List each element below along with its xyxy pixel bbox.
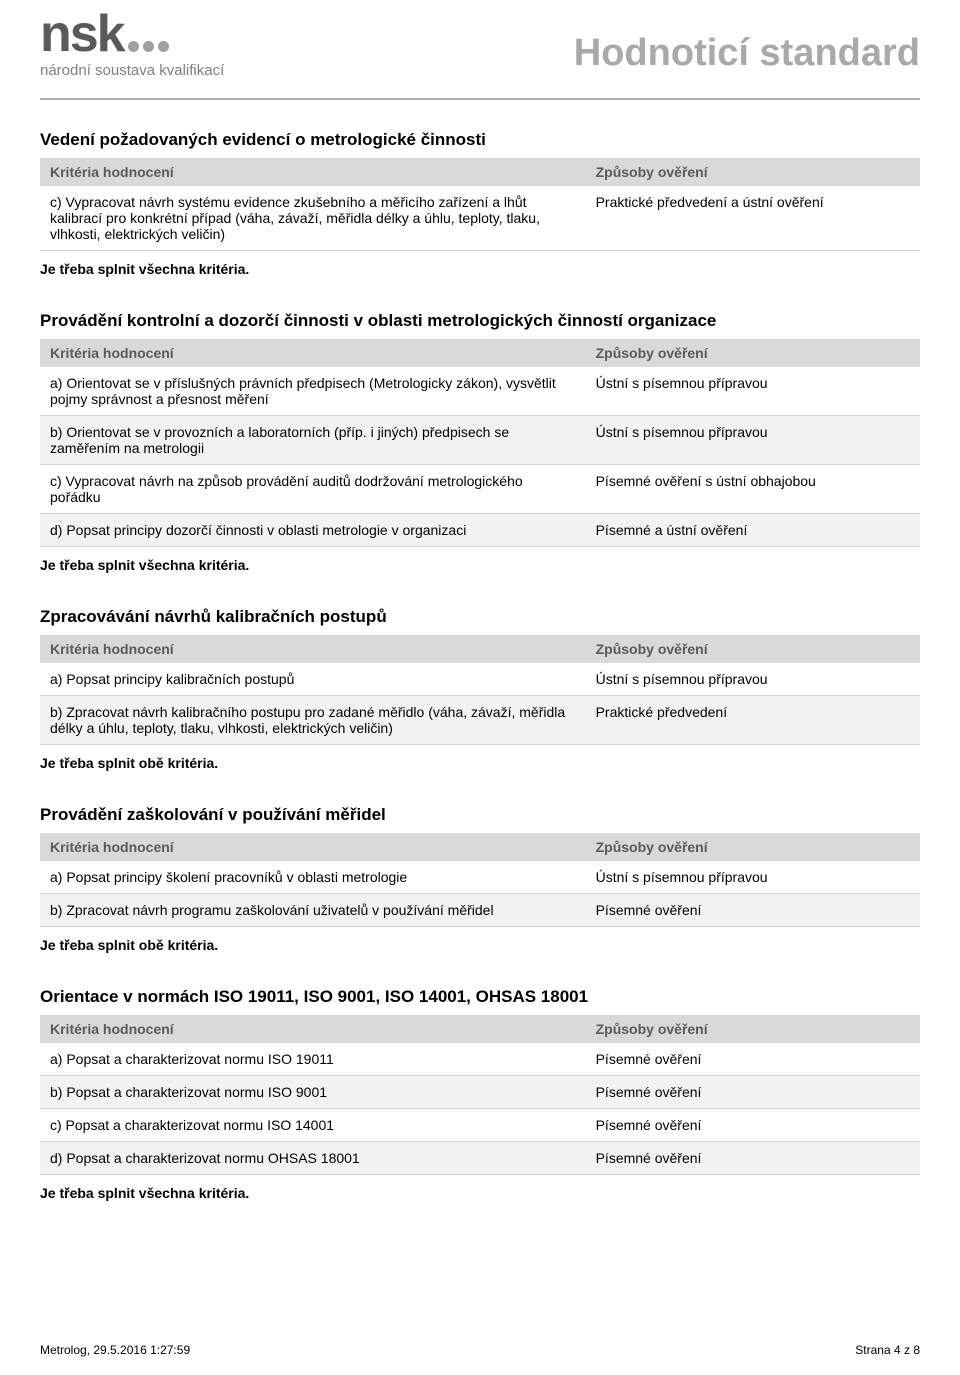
- logo-dot-icon: [158, 41, 169, 52]
- method-cell: Praktické předvedení: [586, 696, 920, 745]
- logo-subtitle: národní soustava kvalifikací: [40, 62, 224, 79]
- criteria-table: Kritéria hodnoceníZpůsoby ověřeníc) Vypr…: [40, 158, 920, 251]
- criteria-table: Kritéria hodnoceníZpůsoby ověřenía) Pops…: [40, 1015, 920, 1175]
- method-cell: Ústní s písemnou přípravou: [586, 416, 920, 465]
- method-cell: Ústní s písemnou přípravou: [586, 861, 920, 894]
- table-header-methods: Způsoby ověření: [586, 339, 920, 367]
- criteria-cell: d) Popsat a charakterizovat normu OHSAS …: [40, 1142, 586, 1175]
- logo-main: nsk: [40, 8, 224, 60]
- criteria-section: Orientace v normách ISO 19011, ISO 9001,…: [40, 987, 920, 1201]
- table-row: a) Popsat a charakterizovat normu ISO 19…: [40, 1043, 920, 1076]
- table-header-criteria: Kritéria hodnocení: [40, 635, 586, 663]
- method-cell: Písemné ověření: [586, 1076, 920, 1109]
- table-header-methods: Způsoby ověření: [586, 158, 920, 186]
- method-cell: Ústní s písemnou přípravou: [586, 663, 920, 696]
- table-header-methods: Způsoby ověření: [586, 833, 920, 861]
- logo-block: nsk národní soustava kvalifikací: [40, 8, 224, 79]
- method-cell: Písemné a ústní ověření: [586, 514, 920, 547]
- criteria-cell: a) Popsat a charakterizovat normu ISO 19…: [40, 1043, 586, 1076]
- table-row: d) Popsat a charakterizovat normu OHSAS …: [40, 1142, 920, 1175]
- table-header-criteria: Kritéria hodnocení: [40, 1015, 586, 1043]
- criteria-section: Vedení požadovaných evidencí o metrologi…: [40, 130, 920, 277]
- criteria-cell: a) Orientovat se v příslušných právních …: [40, 367, 586, 416]
- criteria-table: Kritéria hodnoceníZpůsoby ověřenía) Pops…: [40, 833, 920, 927]
- criteria-cell: d) Popsat principy dozorčí činnosti v ob…: [40, 514, 586, 547]
- logo-text: nsk: [40, 5, 124, 63]
- logo-dot-icon: [128, 41, 139, 52]
- footer-left: Metrolog, 29.5.2016 1:27:59: [40, 1343, 190, 1357]
- criteria-cell: c) Vypracovat návrh systému evidence zku…: [40, 186, 586, 251]
- criteria-cell: a) Popsat principy školení pracovníků v …: [40, 861, 586, 894]
- table-row: b) Zpracovat návrh kalibračního postupu …: [40, 696, 920, 745]
- table-header-methods: Způsoby ověření: [586, 635, 920, 663]
- logo-dot-icon: [143, 41, 154, 52]
- table-row: c) Vypracovat návrh na způsob provádění …: [40, 465, 920, 514]
- content-area: Vedení požadovaných evidencí o metrologi…: [0, 100, 960, 1201]
- table-row: c) Vypracovat návrh systému evidence zku…: [40, 186, 920, 251]
- method-cell: Ústní s písemnou přípravou: [586, 367, 920, 416]
- table-row: a) Popsat principy školení pracovníků v …: [40, 861, 920, 894]
- method-cell: Praktické předvedení a ústní ověření: [586, 186, 920, 251]
- method-cell: Písemné ověření: [586, 894, 920, 927]
- table-header-criteria: Kritéria hodnocení: [40, 339, 586, 367]
- section-note: Je třeba splnit všechna kritéria.: [40, 557, 920, 573]
- footer-right: Strana 4 z 8: [855, 1343, 920, 1357]
- page-title: Hodnoticí standard: [574, 32, 920, 75]
- table-header-criteria: Kritéria hodnocení: [40, 833, 586, 861]
- table-row: b) Orientovat se v provozních a laborato…: [40, 416, 920, 465]
- section-title: Provádění kontrolní a dozorčí činnosti v…: [40, 311, 920, 331]
- criteria-cell: a) Popsat principy kalibračních postupů: [40, 663, 586, 696]
- criteria-cell: b) Orientovat se v provozních a laborato…: [40, 416, 586, 465]
- table-row: a) Popsat principy kalibračních postupůÚ…: [40, 663, 920, 696]
- section-title: Orientace v normách ISO 19011, ISO 9001,…: [40, 987, 920, 1007]
- criteria-section: Provádění zaškolování v používání měřide…: [40, 805, 920, 953]
- method-cell: Písemné ověření: [586, 1142, 920, 1175]
- page-header: nsk národní soustava kvalifikací Hodnoti…: [40, 0, 920, 100]
- section-note: Je třeba splnit obě kritéria.: [40, 937, 920, 953]
- criteria-cell: c) Vypracovat návrh na způsob provádění …: [40, 465, 586, 514]
- table-row: d) Popsat principy dozorčí činnosti v ob…: [40, 514, 920, 547]
- criteria-table: Kritéria hodnoceníZpůsoby ověřenía) Orie…: [40, 339, 920, 547]
- section-note: Je třeba splnit všechna kritéria.: [40, 1185, 920, 1201]
- criteria-section: Zpracovávání návrhů kalibračních postupů…: [40, 607, 920, 771]
- criteria-cell: b) Zpracovat návrh kalibračního postupu …: [40, 696, 586, 745]
- page-footer: Metrolog, 29.5.2016 1:27:59 Strana 4 z 8: [40, 1343, 920, 1357]
- table-row: c) Popsat a charakterizovat normu ISO 14…: [40, 1109, 920, 1142]
- table-row: b) Zpracovat návrh programu zaškolování …: [40, 894, 920, 927]
- method-cell: Písemné ověření: [586, 1109, 920, 1142]
- section-title: Vedení požadovaných evidencí o metrologi…: [40, 130, 920, 150]
- criteria-cell: b) Zpracovat návrh programu zaškolování …: [40, 894, 586, 927]
- method-cell: Písemné ověření s ústní obhajobou: [586, 465, 920, 514]
- section-note: Je třeba splnit všechna kritéria.: [40, 261, 920, 277]
- table-row: a) Orientovat se v příslušných právních …: [40, 367, 920, 416]
- table-row: b) Popsat a charakterizovat normu ISO 90…: [40, 1076, 920, 1109]
- method-cell: Písemné ověření: [586, 1043, 920, 1076]
- table-header-criteria: Kritéria hodnocení: [40, 158, 586, 186]
- criteria-cell: c) Popsat a charakterizovat normu ISO 14…: [40, 1109, 586, 1142]
- criteria-table: Kritéria hodnoceníZpůsoby ověřenía) Pops…: [40, 635, 920, 745]
- section-title: Provádění zaškolování v používání měřide…: [40, 805, 920, 825]
- page: nsk národní soustava kvalifikací Hodnoti…: [0, 0, 960, 1375]
- table-header-methods: Způsoby ověření: [586, 1015, 920, 1043]
- section-note: Je třeba splnit obě kritéria.: [40, 755, 920, 771]
- section-title: Zpracovávání návrhů kalibračních postupů: [40, 607, 920, 627]
- criteria-section: Provádění kontrolní a dozorčí činnosti v…: [40, 311, 920, 573]
- criteria-cell: b) Popsat a charakterizovat normu ISO 90…: [40, 1076, 586, 1109]
